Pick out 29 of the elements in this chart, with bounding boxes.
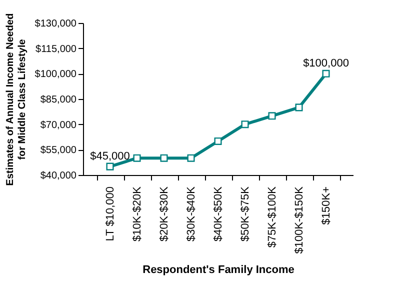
point	[268, 112, 276, 120]
y-axis-title: Estimates of Annual Income Needed for Middle Class Lifestyle	[4, 13, 28, 186]
y-tick-label: $55,000	[40, 145, 77, 156]
data-label: $100,000	[303, 58, 349, 70]
y-tick-label: $40,000	[40, 170, 77, 182]
x-tick-label: $75K-$100K	[266, 186, 278, 248]
point	[322, 70, 330, 78]
point	[187, 154, 195, 162]
point	[160, 154, 168, 162]
point	[295, 104, 303, 112]
x-axis-title: Respondent's Family Income	[142, 264, 294, 276]
point	[133, 154, 141, 162]
y-tick-label: $85,000	[40, 94, 77, 106]
x-tick-label: $20K-$30K	[158, 186, 170, 242]
data-label: $45,000	[90, 150, 130, 163]
x-tick-label: LT $10,000	[104, 186, 116, 242]
x-tick-label: $30K-$40K	[186, 186, 198, 242]
y-tick-label: $70,000	[40, 120, 77, 131]
point	[241, 120, 249, 128]
y-tick-label: $115,000	[36, 44, 77, 55]
point	[214, 137, 222, 145]
point	[106, 162, 114, 170]
x-tick-label: $50K-$75K	[240, 186, 252, 242]
y-tick-label: $130,000	[34, 18, 77, 30]
y-tick-label: $100,000	[34, 69, 77, 80]
x-tick-label: $100K-$150K	[294, 186, 306, 254]
x-tick-label: $40K-$50K	[212, 186, 224, 242]
x-tick-label: $150K+	[320, 186, 332, 225]
x-tick-label: $10K-$20K	[132, 186, 144, 242]
